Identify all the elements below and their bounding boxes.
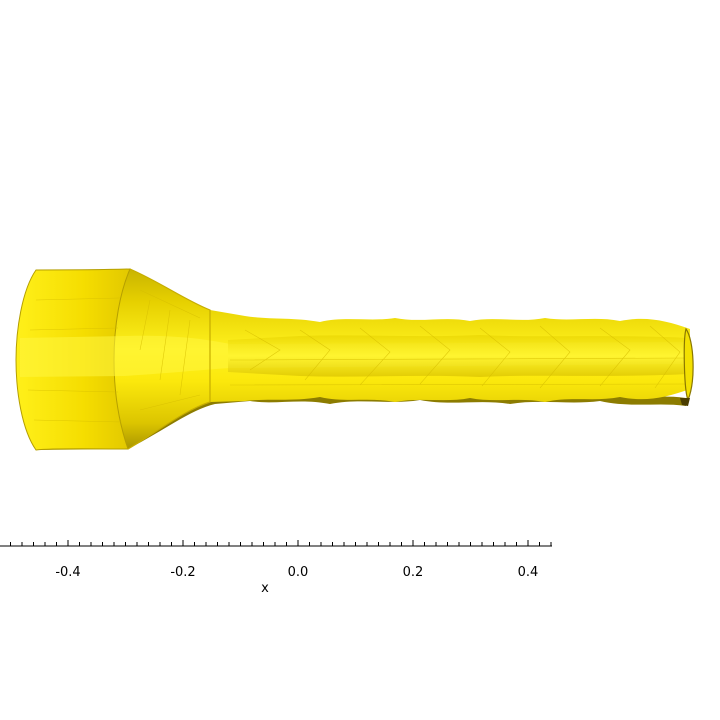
x-tick-label: -0.4 [55, 565, 80, 580]
tube-inner-channel [228, 335, 690, 377]
x-tick-label: 0.2 [403, 565, 424, 580]
x-axis: -0.4 -0.2 0.0 0.2 0.4 x [0, 540, 552, 596]
cone-transition-edge [127, 268, 211, 450]
x-axis-title: x [261, 581, 269, 596]
tube-open-end [683, 327, 694, 402]
x-tick-label: 0.0 [288, 565, 309, 580]
x-tick-label: 0.4 [518, 565, 539, 580]
tube-mesh[interactable] [15, 268, 694, 451]
x-tick-label: -0.2 [170, 565, 195, 580]
tube-end-notch [680, 398, 690, 406]
x-axis-tick-labels: -0.4 -0.2 0.0 0.2 0.4 [55, 565, 538, 580]
x-axis-ticks [10, 540, 552, 546]
mesh-facets [27, 289, 691, 423]
